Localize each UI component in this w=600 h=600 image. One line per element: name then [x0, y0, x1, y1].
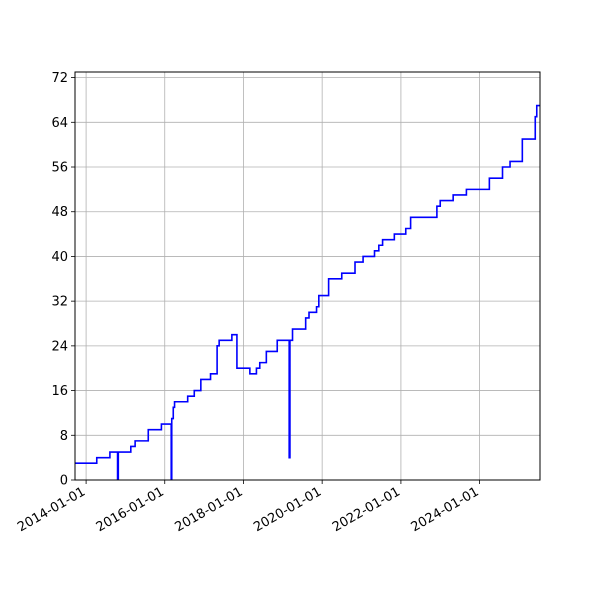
grid [75, 72, 540, 481]
y-tick-label: 32 [51, 295, 68, 310]
y-tick-label: 16 [51, 384, 68, 399]
y-tick-label: 8 [60, 429, 68, 444]
y-tick-label: 24 [51, 339, 68, 354]
y-tick-label: 56 [51, 161, 68, 176]
axes-frame [74, 71, 541, 481]
y-tick-label: 72 [51, 71, 68, 86]
y-tick-label: 64 [51, 116, 68, 131]
y-tick-label: 0 [60, 474, 68, 489]
series-line [75, 104, 540, 480]
series-layer [75, 104, 540, 480]
y-tick-label: 48 [51, 205, 68, 220]
y-tick-label: 40 [51, 250, 68, 265]
